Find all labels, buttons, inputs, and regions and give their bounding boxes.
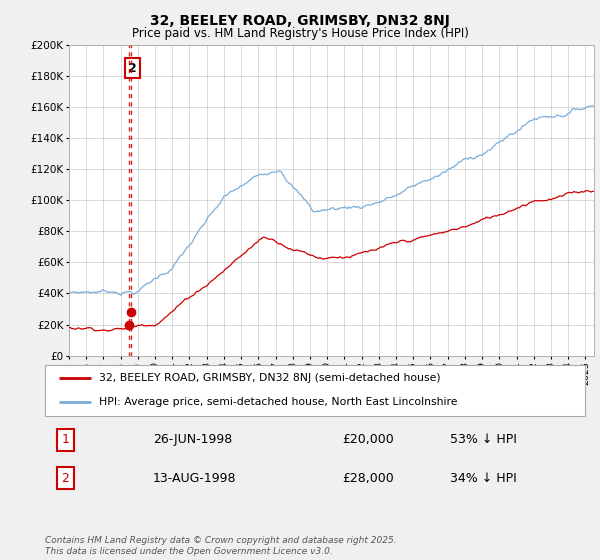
Text: 2: 2 <box>128 62 137 74</box>
Text: £20,000: £20,000 <box>342 433 394 446</box>
Text: 32, BEELEY ROAD, GRIMSBY, DN32 8NJ: 32, BEELEY ROAD, GRIMSBY, DN32 8NJ <box>150 14 450 28</box>
Text: HPI: Average price, semi-detached house, North East Lincolnshire: HPI: Average price, semi-detached house,… <box>99 398 458 408</box>
Text: 53% ↓ HPI: 53% ↓ HPI <box>450 433 517 446</box>
Text: 32, BEELEY ROAD, GRIMSBY, DN32 8NJ (semi-detached house): 32, BEELEY ROAD, GRIMSBY, DN32 8NJ (semi… <box>99 373 440 383</box>
Text: 34% ↓ HPI: 34% ↓ HPI <box>450 472 517 484</box>
Text: Price paid vs. HM Land Registry's House Price Index (HPI): Price paid vs. HM Land Registry's House … <box>131 27 469 40</box>
Text: 2: 2 <box>62 472 70 484</box>
Text: 1: 1 <box>62 433 70 446</box>
Text: Contains HM Land Registry data © Crown copyright and database right 2025.
This d: Contains HM Land Registry data © Crown c… <box>45 536 397 556</box>
Text: 26-JUN-1998: 26-JUN-1998 <box>153 433 232 446</box>
Text: 13-AUG-1998: 13-AUG-1998 <box>153 472 236 484</box>
Text: £28,000: £28,000 <box>342 472 394 484</box>
